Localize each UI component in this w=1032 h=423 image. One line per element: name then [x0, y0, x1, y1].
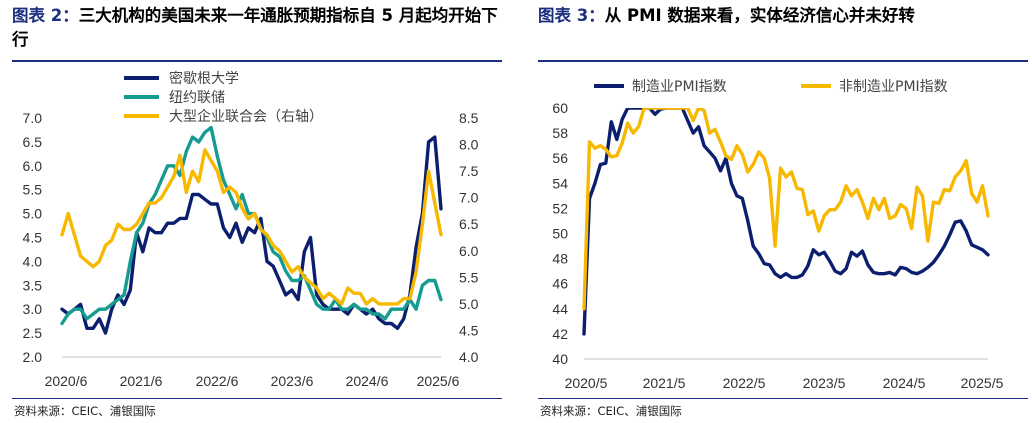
y-right-tick-label: 4.0	[459, 349, 479, 365]
y-tick-label: 60	[552, 100, 568, 116]
y-left-tick-label: 5.5	[23, 182, 43, 198]
figure-label: 图表 2：	[12, 6, 79, 25]
y-tick-label: 54	[552, 175, 568, 191]
y-tick-label: 46	[552, 276, 568, 292]
y-tick-label: 44	[552, 301, 568, 317]
legend-label: 密歇根大学	[169, 70, 239, 87]
x-tick-label: 2020/6	[45, 373, 88, 389]
series-line-1	[582, 108, 990, 311]
chart-panel-pmi: 图表 3：从 PMI 数据来看，实体经济信心并未好转 40 42 44 46 48 50 5…	[528, 0, 1032, 423]
y-right-tick-label: 8.0	[459, 137, 479, 153]
y-tick-label: 40	[552, 351, 568, 367]
y-left-tick-label: 6.5	[23, 134, 43, 150]
series-line-2	[60, 148, 443, 306]
chart-panel-inflation-expectations: 图表 2：三大机构的美国未来一年通胀预期指标自 5 月起均开始下行 2.0 2.5…	[0, 0, 508, 423]
y-left-tick-label: 7.0	[23, 110, 43, 126]
y-left-tick-label: 4.5	[23, 230, 43, 246]
source-note: 资料来源：CEIC、浦银国际	[14, 404, 156, 418]
x-tick-label: 2021/5	[643, 375, 686, 391]
y-left-tick-label: 3.5	[23, 277, 43, 293]
y-right-tick-label: 5.5	[459, 269, 479, 285]
series-line-1	[60, 125, 443, 326]
x-tick-label: 2025/5	[961, 375, 1004, 391]
y-right-tick-label: 8.5	[459, 110, 479, 126]
y-left-tick-label: 6.0	[23, 158, 43, 174]
source-note: 资料来源：CEIC、浦银国际	[540, 404, 682, 418]
bottom-rule	[538, 398, 1028, 399]
y-left-tick-label: 2.5	[23, 325, 43, 341]
y-left-tick-label: 5.0	[23, 206, 43, 222]
y-right-tick-label: 6.0	[459, 243, 479, 259]
y-tick-label: 50	[552, 226, 568, 242]
legend-label: 纽约联储	[169, 90, 225, 106]
y-right-tick-label: 7.0	[459, 190, 479, 206]
chart-title: 图表 3：从 PMI 数据来看，实体经济信心并未好转	[538, 4, 1028, 28]
y-left-tick-label: 2.0	[23, 349, 43, 365]
x-tick-label: 2023/6	[271, 373, 314, 389]
figure-label: 图表 3：	[538, 6, 605, 25]
y-tick-label: 48	[552, 251, 568, 267]
y-tick-label: 52	[552, 200, 568, 216]
chart-title: 图表 2：三大机构的美国未来一年通胀预期指标自 5 月起均开始下行	[12, 4, 502, 52]
legend-label: 制造业PMI指数	[632, 79, 727, 95]
x-tick-label: 2025/6	[417, 373, 460, 389]
y-right-tick-label: 6.5	[459, 216, 479, 232]
title-text: 从 PMI 数据来看，实体经济信心并未好转	[604, 6, 915, 25]
title-rule	[538, 60, 1028, 62]
title-text: 三大机构的美国未来一年通胀预期指标自 5 月起均开始下行	[12, 6, 498, 49]
x-tick-label: 2021/6	[120, 373, 163, 389]
x-tick-label: 2022/6	[196, 373, 239, 389]
x-tick-label: 2024/5	[883, 375, 926, 391]
series-line-0	[60, 135, 443, 335]
y-left-tick-label: 4.0	[23, 253, 43, 269]
y-right-tick-label: 5.0	[459, 296, 479, 312]
y-right-tick-label: 7.5	[459, 163, 479, 179]
legend-label: 大型企业联合会（右轴）	[169, 108, 323, 125]
y-tick-label: 56	[552, 150, 568, 166]
y-tick-label: 42	[552, 326, 568, 342]
pmi-chart: 40 42 44 46 48 50 52 54 56 58 60 2020/5 2021/5 2022/5…	[552, 79, 1004, 391]
x-tick-label: 2022/5	[723, 375, 766, 391]
x-tick-label: 2020/5	[565, 375, 608, 391]
y-tick-label: 58	[552, 125, 568, 141]
x-tick-label: 2024/6	[346, 373, 389, 389]
y-left-tick-label: 3.0	[23, 301, 43, 317]
bottom-rule	[12, 398, 502, 399]
legend-label: 非制造业PMI指数	[839, 79, 948, 95]
series-line-0	[582, 108, 990, 336]
x-tick-label: 2023/5	[803, 375, 846, 391]
y-right-tick-label: 4.5	[459, 322, 479, 338]
inflation-expectations-chart: 2.0 2.5 3.0 3.5 4.0 4.5 5.0 5.5 6.0 6.5 7.0 4.0 4.5 5…	[23, 70, 479, 389]
title-rule	[12, 60, 502, 62]
